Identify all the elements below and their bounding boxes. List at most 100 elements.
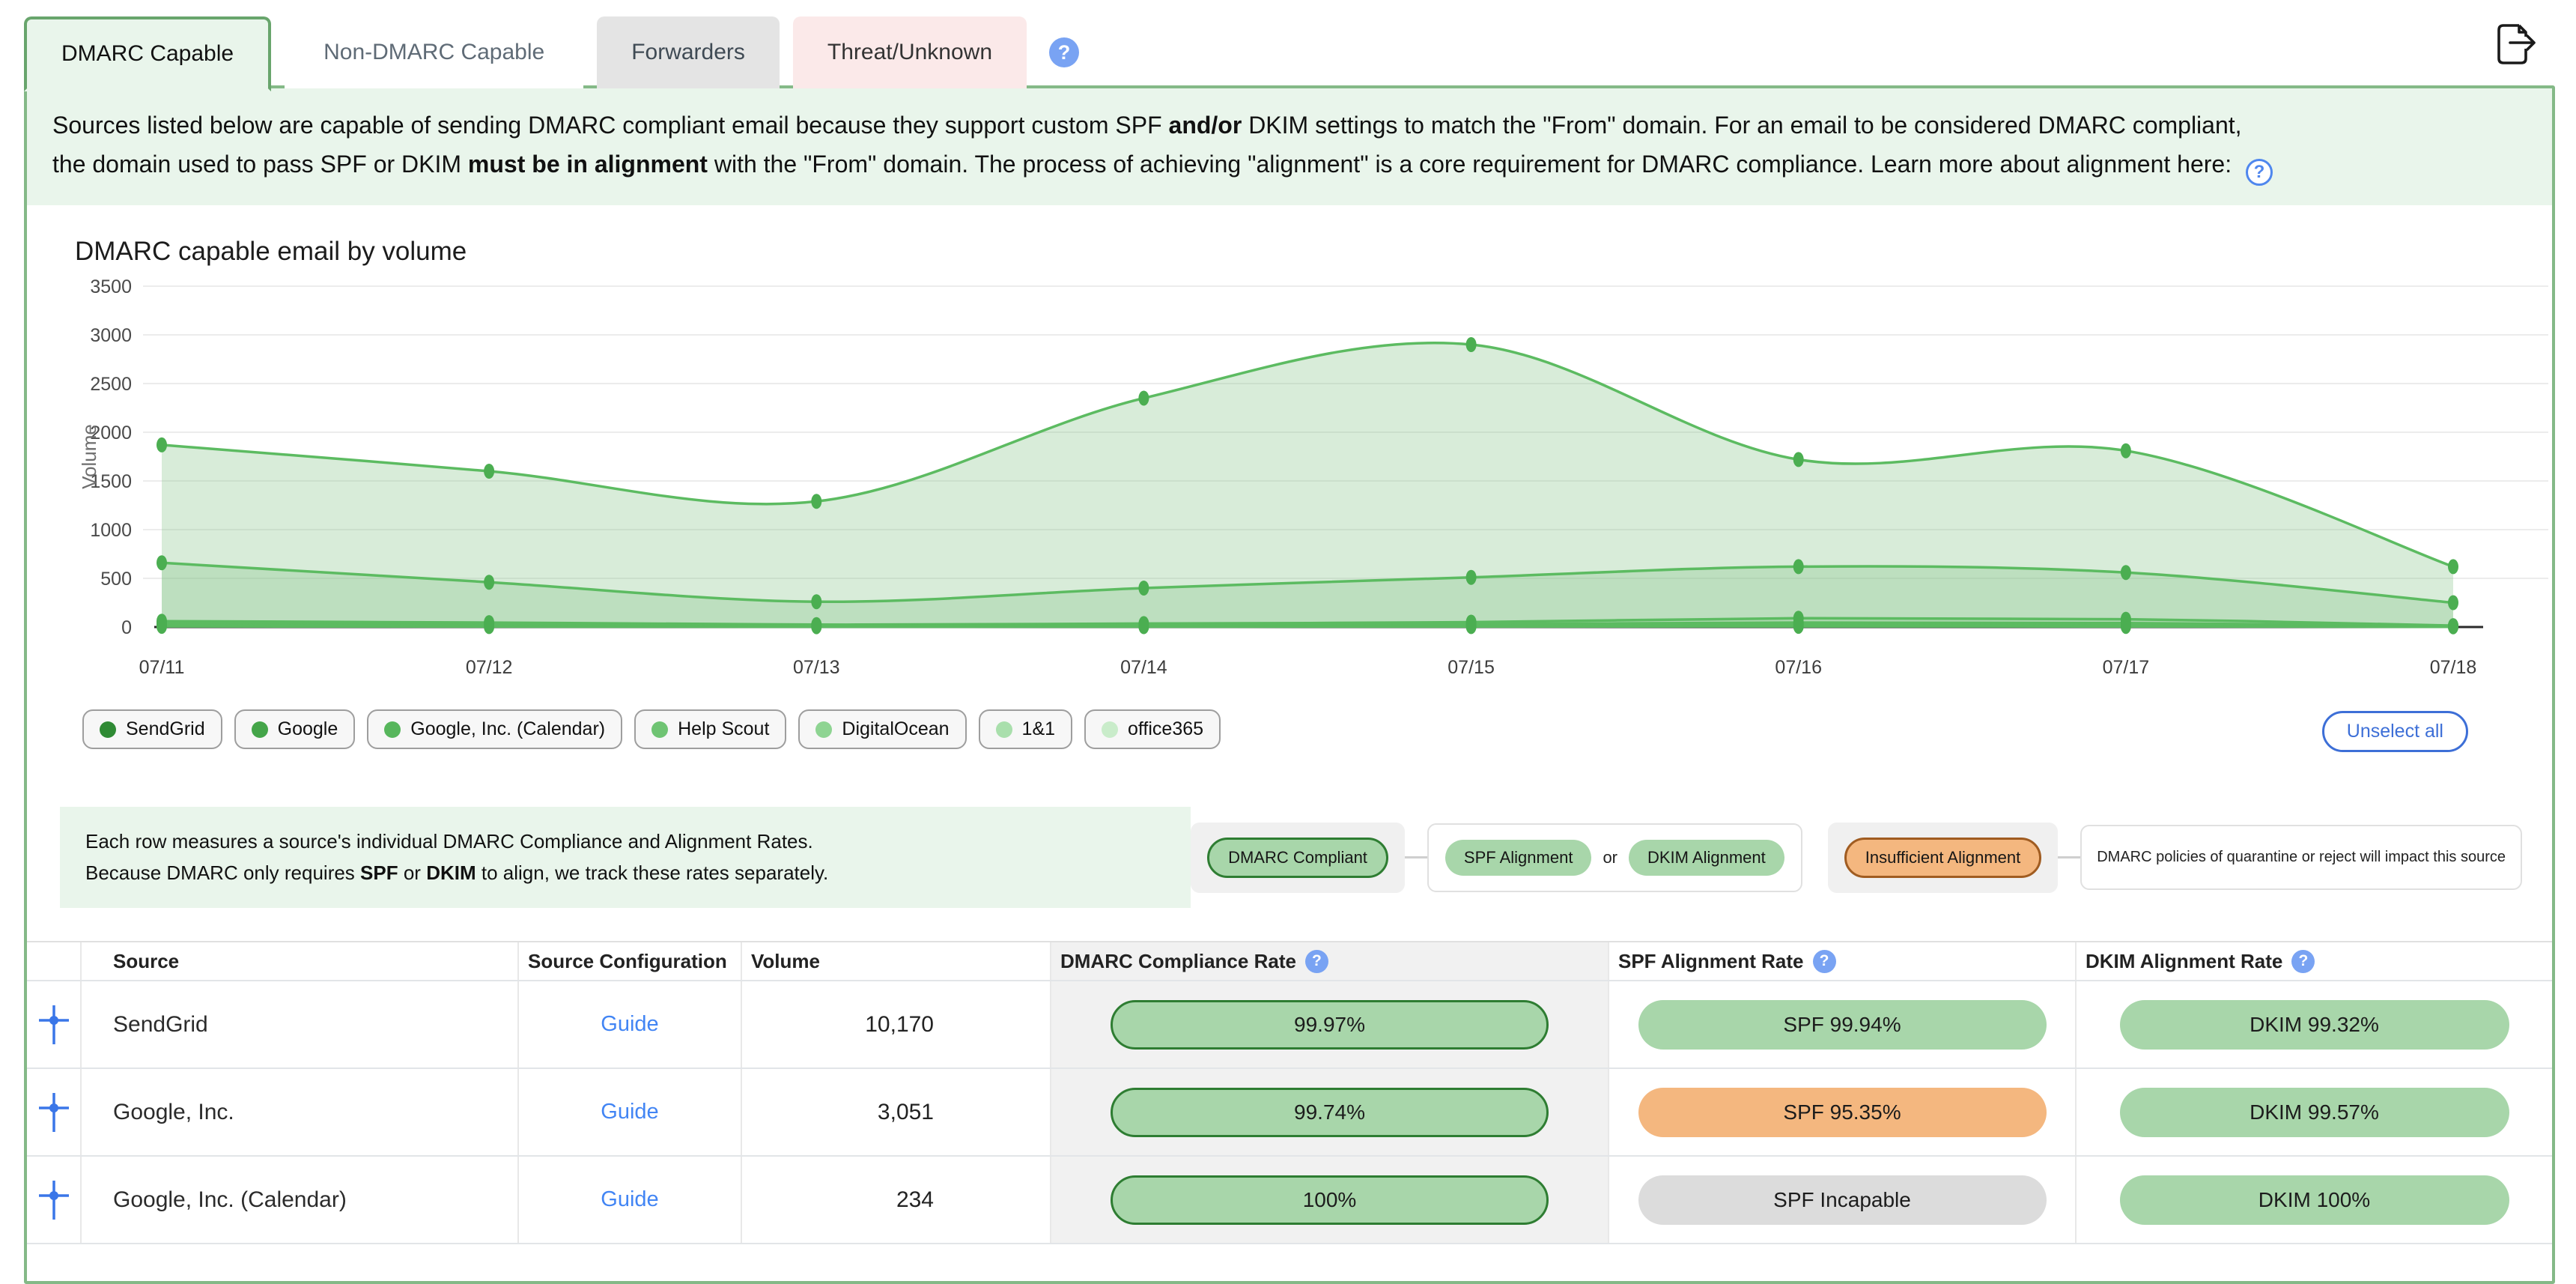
export-icon[interactable] (2491, 20, 2539, 72)
data-point[interactable] (811, 594, 822, 610)
table-note-line-2: Because DMARC only requires SPF or DKIM … (85, 861, 829, 884)
expand-row-button[interactable] (27, 1069, 82, 1156)
y-tick-label: 1000 (90, 520, 132, 541)
data-point[interactable] (1793, 452, 1804, 467)
data-point[interactable] (2120, 619, 2131, 635)
guide-link[interactable]: Guide (601, 1012, 659, 1037)
spf-alignment-badge: SPF Incapable (1638, 1175, 2047, 1225)
rate-legend: DMARC Compliant SPF Alignment or DKIM Al… (1191, 822, 2522, 893)
legend-chip-google[interactable]: Google (234, 709, 356, 750)
y-tick-label: 3000 (90, 325, 132, 346)
legend-or-label: or (1603, 847, 1617, 867)
x-tick-label: 07/11 (139, 657, 185, 678)
spf-alignment-badge: SPF 95.35% (1638, 1087, 2047, 1137)
x-tick-label: 07/12 (466, 657, 513, 678)
header-dkim-alignment-rate: DKIM Alignment Rate? (2077, 942, 2552, 980)
chart-title: DMARC capable email by volume (75, 237, 467, 267)
legend-compliant-box: DMARC Compliant (1191, 822, 1405, 893)
data-point[interactable] (1138, 390, 1149, 406)
spf-alignment-help-icon[interactable]: ? (1812, 949, 1836, 973)
data-point[interactable] (811, 619, 822, 635)
x-tick-label: 07/17 (2103, 657, 2150, 678)
guide-link[interactable]: Guide (601, 1187, 659, 1212)
series-color-dot (384, 721, 401, 738)
series-label: 1&1 (1021, 718, 1056, 740)
spf-alignment-badge: SPF 99.94% (1638, 999, 2047, 1050)
data-point[interactable] (1793, 559, 1804, 575)
tab-threat-unknown[interactable]: Threat/Unknown (792, 16, 1027, 88)
legend-chip-office365[interactable]: office365 (1084, 709, 1221, 750)
tab-non-dmarc-capable[interactable]: Non-DMARC Capable (285, 16, 584, 88)
volume-value: 10,170 (865, 1011, 934, 1037)
y-tick-label: 0 (121, 617, 132, 638)
data-point[interactable] (484, 464, 495, 479)
series-color-dot (1102, 721, 1119, 738)
line-Google (161, 561, 2454, 605)
y-tick-label: 3500 (90, 276, 132, 297)
tab-dmarc-capable[interactable]: DMARC Capable (24, 16, 272, 91)
data-point[interactable] (2448, 595, 2458, 611)
data-point[interactable] (2448, 619, 2458, 635)
tab-forwarders[interactable]: Forwarders (597, 16, 780, 88)
legend-chip-sendgrid[interactable]: SendGrid (82, 709, 222, 750)
x-tick-label: 07/16 (1775, 657, 1822, 678)
header-source: Source (82, 942, 519, 981)
legend-chip-help-scout[interactable]: Help Scout (634, 709, 787, 750)
series-label: office365 (1128, 718, 1204, 740)
legend-chip-google-inc-calendar-[interactable]: Google, Inc. (Calendar) (367, 709, 623, 750)
header-source-configuration: Source Configuration (519, 942, 742, 981)
expand-plus-crosshair-icon (49, 1103, 58, 1112)
data-point[interactable] (1465, 337, 1477, 353)
legend-dmarc-compliant-badge: DMARC Compliant (1207, 837, 1388, 878)
chart-section: DMARC capable email by volume 0 500 1000 15… (27, 205, 2552, 754)
legend-insufficient-box: Insufficient Alignment (1827, 822, 2059, 893)
alignment-help-icon[interactable]: ? (2245, 159, 2273, 187)
tabs-help-icon[interactable]: ? (1049, 37, 1080, 67)
series-color-dot (995, 721, 1012, 738)
series-label: Help Scout (678, 718, 770, 740)
y-axis-label: Volume (78, 424, 100, 489)
header-expand (27, 942, 82, 981)
source-name: Google, Inc. (113, 1099, 234, 1124)
data-point[interactable] (2120, 443, 2131, 458)
x-tick-label: 07/18 (2430, 657, 2477, 678)
legend-chip-digitalocean[interactable]: DigitalOcean (798, 709, 967, 750)
data-point[interactable] (484, 575, 495, 590)
table-row: SendGrid Guide 10,170 99.97% SPF 99.94% DKIM … (27, 981, 2552, 1070)
data-point[interactable] (1465, 619, 1477, 635)
data-point[interactable] (157, 619, 167, 635)
description-banner: Sources listed below are capable of send… (27, 88, 2552, 206)
data-point[interactable] (2448, 559, 2458, 575)
unselect-all-button[interactable]: Unselect all (2321, 711, 2468, 753)
note-row: Each row measures a source's individual … (27, 807, 2552, 909)
dmarc-compliance-badge: 99.74% (1111, 1087, 1549, 1137)
dkim-alignment-help-icon[interactable]: ? (2291, 949, 2315, 973)
data-point[interactable] (1138, 581, 1149, 596)
description-line-2: the domain used to pass SPF or DKIM must… (52, 145, 2527, 187)
expand-row-button[interactable] (27, 981, 82, 1068)
series-color-dot (100, 721, 116, 738)
dmarc-compliance-badge: 100% (1111, 1175, 1549, 1225)
data-point[interactable] (811, 494, 822, 509)
data-point[interactable] (484, 619, 495, 635)
y-tick-label: 1500 (90, 471, 132, 492)
data-point[interactable] (2120, 565, 2131, 581)
x-tick-label: 07/15 (1448, 657, 1495, 678)
data-point[interactable] (1138, 619, 1149, 635)
data-point[interactable] (1465, 569, 1477, 585)
y-tick-label: 2000 (90, 423, 132, 443)
legend-connector (1404, 856, 1427, 859)
legend-chip-1-1[interactable]: 1&1 (978, 709, 1073, 750)
data-point[interactable] (157, 555, 167, 571)
expand-row-button[interactable] (27, 1157, 82, 1244)
volume-area-chart: 0 500 1000 1500 2000 2500 3000 3500 Volume 07/11 0… (73, 271, 2548, 696)
expand-plus-crosshair-icon (49, 1190, 58, 1200)
line-office365 (161, 625, 2454, 629)
data-point[interactable] (157, 437, 167, 453)
series-color-dot (815, 721, 833, 738)
dmarc-compliance-help-icon[interactable]: ? (1304, 949, 1328, 973)
data-point[interactable] (1793, 619, 1804, 635)
series-label: Google (277, 718, 338, 740)
guide-link[interactable]: Guide (601, 1100, 659, 1124)
chart-legend-row: SendGrid Google Google, Inc. (Calendar) Hel… (73, 709, 2534, 754)
